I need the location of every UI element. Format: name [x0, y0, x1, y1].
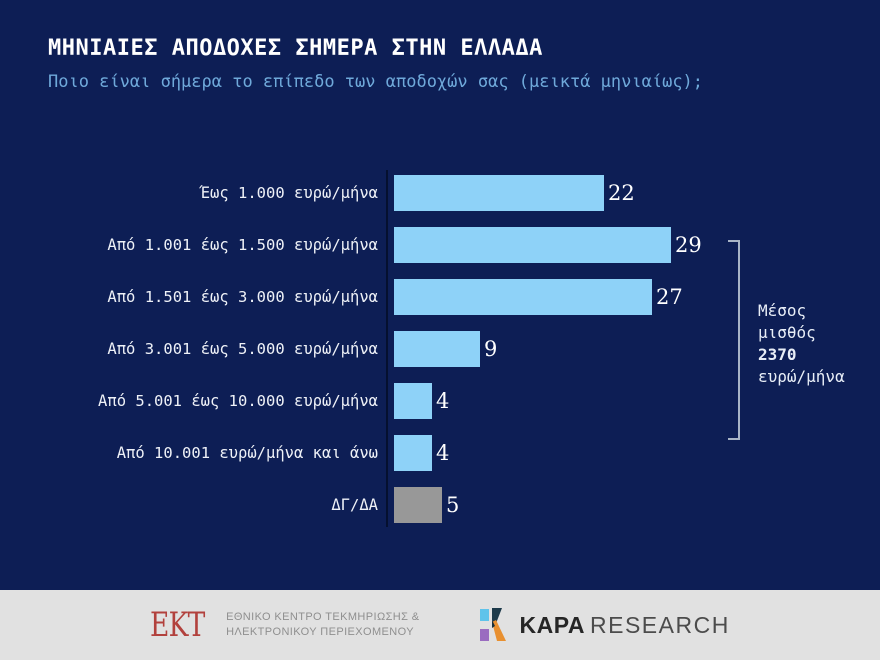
bar-row: Από 10.001 ευρώ/μήνα και άνω 4 — [48, 427, 848, 479]
annotation-line: μισθός — [758, 323, 816, 342]
bar-row: Από 1.501 έως 3.000 ευρώ/μήνα 27 — [48, 271, 848, 323]
bar — [394, 279, 652, 315]
bar-row: Από 3.001 έως 5.000 ευρώ/μήνα 9 — [48, 323, 848, 375]
bar-area: 5 — [394, 487, 459, 523]
value-label: 9 — [484, 337, 498, 361]
annotation-line: ευρώ/μήνα — [758, 367, 845, 386]
value-label: 5 — [446, 493, 460, 517]
category-label: Έως 1.000 ευρώ/μήνα — [200, 184, 378, 202]
category-label: Από 3.001 έως 5.000 ευρώ/μήνα — [107, 340, 378, 358]
value-label: 4 — [436, 389, 450, 413]
mean-salary-annotation: Μέσος μισθός 2370 ευρώ/μήνα — [758, 300, 845, 388]
annotation-mean-value: 2370 — [758, 345, 797, 364]
ekt-logo-mark: ΕΚΤ — [150, 605, 205, 645]
value-label: 22 — [608, 181, 635, 205]
ekt-caption-line2: ΗΛΕΚΤΡΟΝΙΚΟΥ ΠΕΡΙΕΧΟΜΕΝΟΥ — [226, 626, 414, 638]
category-label: Από 1.501 έως 3.000 ευρώ/μήνα — [107, 288, 378, 306]
bar-row: Από 5.001 έως 10.000 ευρώ/μήνα 4 — [48, 375, 848, 427]
bar-area: 9 — [394, 331, 497, 367]
bar — [394, 227, 671, 263]
bar-chart: Έως 1.000 ευρώ/μήνα 22 Από 1.001 έως 1.500… — [48, 167, 848, 531]
ekt-logo-caption: ΕΘΝΙΚΟ ΚΕΝΤΡΟ ΤΕΚΜΗΡΙΩΣΗΣ & ΗΛΕΚΤΡΟΝΙΚΟΥ… — [226, 610, 419, 640]
kapa-logo-text: KAPA RESEARCH — [520, 612, 730, 639]
bar — [394, 331, 480, 367]
bracket — [728, 240, 740, 440]
kapa-light-text: RESEARCH — [590, 611, 730, 638]
kapa-research-logo: KAPA RESEARCH — [479, 608, 730, 642]
value-label: 4 — [436, 441, 450, 465]
bar-area: 4 — [394, 383, 449, 419]
bar — [394, 175, 604, 211]
category-label: Από 1.001 έως 1.500 ευρώ/μήνα — [107, 236, 378, 254]
bar-row: Από 1.001 έως 1.500 ευρώ/μήνα 29 — [48, 219, 848, 271]
bar-area: 29 — [394, 227, 702, 263]
annotation-line: Μέσος — [758, 301, 807, 320]
kapa-bold-text: KAPA — [519, 611, 585, 638]
page-title: ΜΗΝΙΑΙΕΣ ΑΠΟΔΟΧΕΣ ΣΗΜΕΡΑ ΣΤΗΝ ΕΛΛΑΔΑ — [48, 36, 543, 61]
bar — [394, 383, 432, 419]
page-subtitle: Ποιο είναι σήμερα το επίπεδο των αποδοχώ… — [48, 72, 704, 92]
footer: ΕΚΤ ΕΘΝΙΚΟ ΚΕΝΤΡΟ ΤΕΚΜΗΡΙΩΣΗΣ & ΗΛΕΚΤΡΟΝ… — [0, 590, 880, 660]
value-label: 29 — [675, 233, 702, 257]
category-label: ΔΓ/ΔΑ — [331, 496, 378, 514]
ekt-logo: ΕΚΤ ΕΘΝΙΚΟ ΚΕΝΤΡΟ ΤΕΚΜΗΡΙΩΣΗΣ & ΗΛΕΚΤΡΟΝ… — [150, 608, 419, 642]
bar-row: Έως 1.000 ευρώ/μήνα 22 — [48, 167, 848, 219]
axis-line — [386, 170, 388, 527]
bar-area: 4 — [394, 435, 449, 471]
bar — [394, 487, 442, 523]
bar-area: 27 — [394, 279, 683, 315]
bar-row: ΔΓ/ΔΑ 5 — [48, 479, 848, 531]
category-label: Από 10.001 ευρώ/μήνα και άνω — [116, 444, 378, 462]
ekt-caption-line1: ΕΘΝΙΚΟ ΚΕΝΤΡΟ ΤΕΚΜΗΡΙΩΣΗΣ & — [226, 611, 420, 623]
bar-area: 22 — [394, 175, 635, 211]
bar — [394, 435, 432, 471]
value-label: 27 — [656, 285, 683, 309]
kapa-k-icon — [479, 608, 506, 641]
category-label: Από 5.001 έως 10.000 ευρώ/μήνα — [98, 392, 378, 410]
